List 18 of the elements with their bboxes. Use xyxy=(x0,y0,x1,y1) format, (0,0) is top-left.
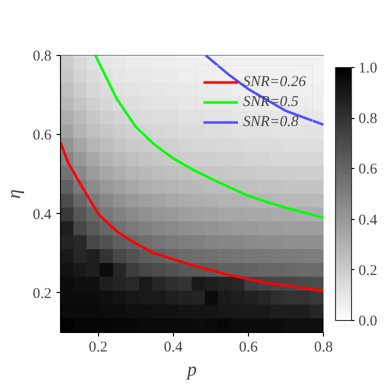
legend-label: SNR=0.8 xyxy=(242,114,298,130)
y-tick-label: 0.8 xyxy=(32,48,52,64)
color-bar-label: 0.0 xyxy=(358,314,378,330)
x-tick-label: 0.6 xyxy=(238,340,258,356)
legend-label: SNR=0.26 xyxy=(242,74,306,90)
y-tick-label: 0.6 xyxy=(32,128,52,144)
x-tick-label: 0.2 xyxy=(88,340,108,356)
color-bar-label: 0.6 xyxy=(358,162,378,178)
x-tick-label: 0.4 xyxy=(164,340,184,356)
color-bar-label: 1.0 xyxy=(358,60,378,76)
y-tick-label: 0.4 xyxy=(32,206,52,223)
x-axis-title: p xyxy=(185,360,197,380)
color-bar-label: 0.8 xyxy=(358,111,378,128)
color-bar-label: 0.2 xyxy=(358,262,378,279)
x-tick-label: 0.8 xyxy=(314,340,333,356)
y-tick-label: 0.2 xyxy=(32,286,52,302)
y-axis-title: η xyxy=(4,189,25,199)
color-bar-label: 0.4 xyxy=(358,212,378,228)
